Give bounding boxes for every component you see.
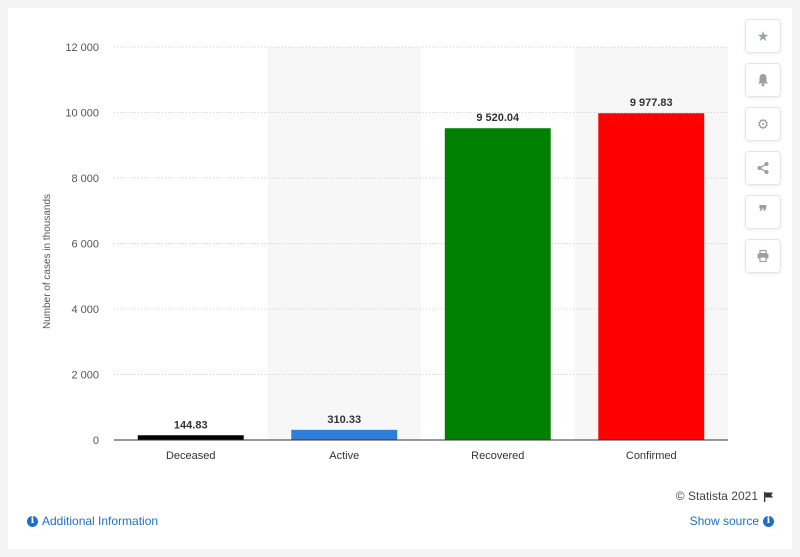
y-tick-label: 6 000 <box>71 239 99 251</box>
y-tick-label: 12 000 <box>65 42 99 54</box>
cite-button[interactable]: ❞ <box>745 195 781 229</box>
x-category-label: Recovered <box>471 450 524 462</box>
share-button[interactable] <box>745 151 781 185</box>
y-tick-label: 8 000 <box>71 173 99 185</box>
info-icon: i <box>763 515 774 527</box>
show-source-link[interactable]: Show source i <box>690 514 774 528</box>
y-tick-label: 2 000 <box>71 370 99 382</box>
value-label: 9 977.83 <box>630 97 673 109</box>
gear-icon: ⚙ <box>756 115 770 132</box>
y-tick-label: 4 000 <box>71 304 99 316</box>
value-label: 144.83 <box>174 419 208 431</box>
y-tick-label: 0 <box>93 435 99 447</box>
additional-information-link[interactable]: i Additional Information <box>27 514 158 528</box>
category-band <box>267 47 421 440</box>
info-icon: i <box>27 515 38 527</box>
value-label: 310.33 <box>327 414 361 426</box>
bar-confirmed[interactable] <box>598 113 705 440</box>
favorite-button[interactable]: ★ <box>745 19 781 53</box>
star-icon: ★ <box>756 27 770 44</box>
chart-toolbar: ★ ⚙ ❞ <box>745 19 781 283</box>
print-icon <box>757 249 769 263</box>
y-tick-label: 10 000 <box>65 108 99 120</box>
x-category-label: Active <box>329 450 359 462</box>
bell-icon <box>758 74 768 87</box>
bar-deceased[interactable] <box>137 435 244 440</box>
print-button[interactable] <box>745 239 781 273</box>
copyright-text: © Statista 2021 <box>675 489 758 503</box>
show-source-label: Show source <box>689 514 759 528</box>
bar-recovered[interactable] <box>444 128 551 440</box>
share-icon <box>757 162 769 174</box>
additional-information-label: Additional Information <box>42 514 159 528</box>
quote-icon: ❞ <box>758 204 768 221</box>
x-category-label: Deceased <box>166 450 216 462</box>
bar-active[interactable] <box>291 429 398 440</box>
x-category-label: Confirmed <box>626 450 677 462</box>
flag-icon <box>764 491 773 502</box>
y-axis-title: Number of cases in thousands <box>42 194 53 329</box>
copyright-notice: © Statista 2021 <box>676 489 774 503</box>
settings-button[interactable]: ⚙ <box>745 107 781 141</box>
notification-button[interactable] <box>745 63 781 97</box>
value-label: 9 520.04 <box>476 112 520 124</box>
